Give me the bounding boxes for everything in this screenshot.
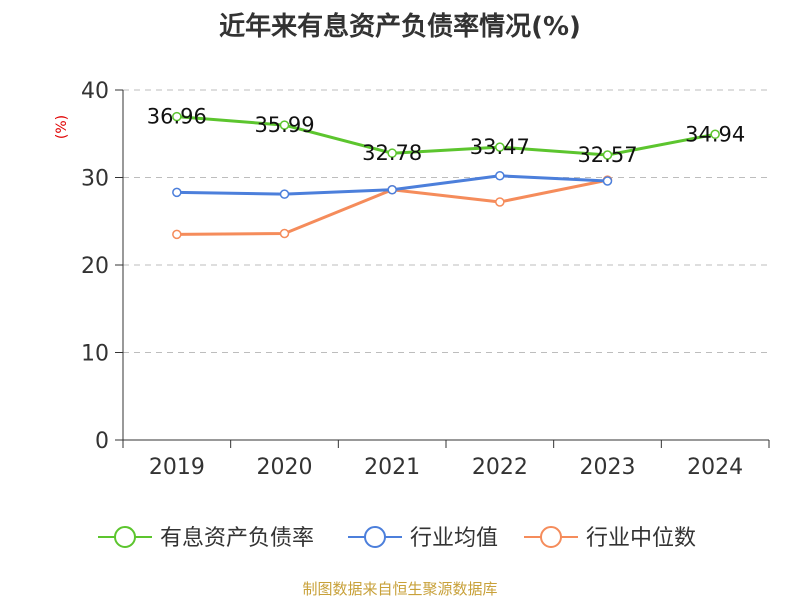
data-point [387, 148, 397, 158]
x-tick-label: 2021 [364, 455, 420, 480]
data-point [172, 187, 182, 198]
source-note: 制图数据来自恒生聚源数据库 [302, 580, 497, 598]
data-point [495, 197, 505, 207]
y-tick-label: 40 [81, 79, 109, 104]
data-point [279, 189, 290, 199]
data-point [710, 129, 720, 140]
x-tick-label: 2019 [149, 455, 205, 480]
y-tick-label: 20 [81, 254, 109, 279]
data-point [172, 111, 182, 122]
data-point [279, 120, 290, 130]
data-label: 35.99 [254, 113, 314, 137]
data-point [172, 229, 182, 240]
legend-label: 行业均值 [410, 526, 498, 551]
series-line [176, 115, 716, 157]
data-label: 32.57 [577, 143, 637, 167]
y-tick-label: 30 [81, 167, 109, 192]
legend: 有息资产负债率 行业均值 行业中位数 [98, 526, 696, 551]
grid-lines [123, 89, 769, 353]
data-point [495, 171, 505, 181]
y-tick-label: 0 [95, 429, 109, 454]
series-group [172, 111, 720, 240]
data-point [602, 150, 613, 160]
legend-label: 有息资产负债率 [160, 526, 314, 551]
legend-swatch-marker [114, 526, 136, 548]
data-point [602, 176, 613, 186]
y-axis-unit-label: (%) [54, 115, 70, 139]
x-tick-label: 2024 [687, 455, 743, 480]
y-tick-label: 10 [81, 342, 109, 367]
data-point [387, 185, 397, 195]
data-label: 33.47 [470, 135, 530, 159]
data-label: 34.94 [685, 122, 745, 146]
chart-title: 近年来有息资产负债率情况(%) [219, 11, 581, 42]
legend-label: 行业中位数 [586, 526, 696, 551]
x-tick-label: 2020 [257, 455, 313, 480]
data-labels: 36.96 35.99 32.78 33.47 32.57 34.94 [147, 105, 745, 167]
data-label: 32.78 [362, 141, 422, 165]
x-tick-label: 2022 [472, 455, 528, 480]
data-point [279, 228, 290, 239]
data-label: 36.96 [147, 105, 207, 129]
data-point [495, 142, 505, 152]
x-tick-label: 2023 [580, 455, 636, 480]
axes: 0 10 20 30 40 2019 2020 2021 2022 2023 2024 [81, 79, 770, 480]
legend-swatch-marker [540, 526, 562, 548]
legend-swatch-marker [364, 526, 386, 548]
